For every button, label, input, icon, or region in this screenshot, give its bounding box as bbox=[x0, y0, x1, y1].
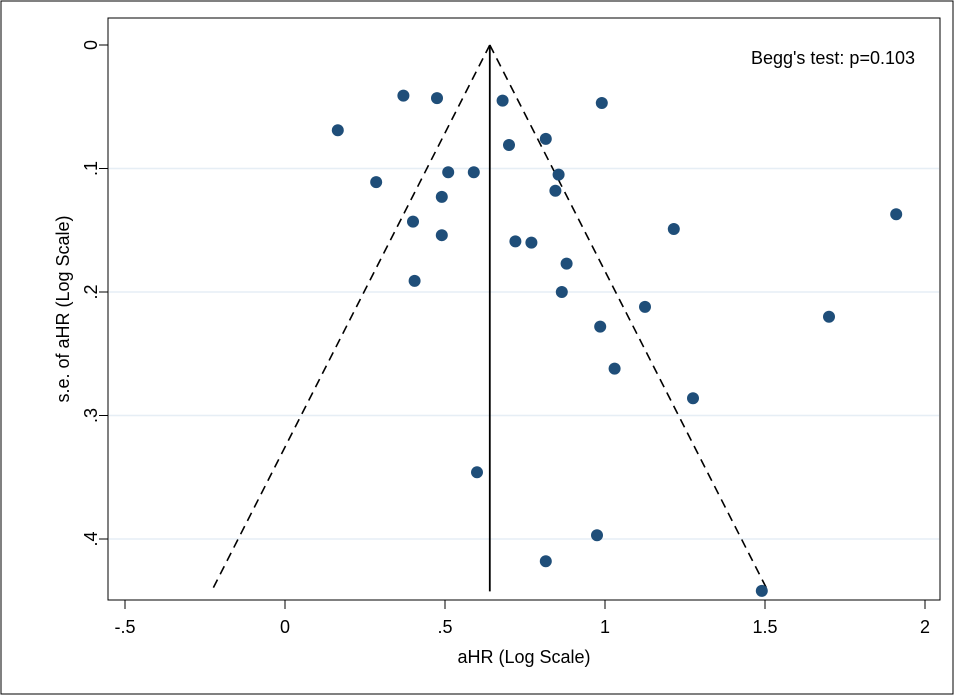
y-tick-label-0: 0 bbox=[81, 40, 101, 50]
funnel-left-limit bbox=[212, 44, 491, 589]
data-point-28 bbox=[591, 529, 603, 542]
funnel-lines bbox=[212, 44, 768, 592]
data-point-19 bbox=[560, 257, 573, 270]
x-tick-label-4: 1.5 bbox=[752, 617, 777, 637]
x-tick-label-1: 0 bbox=[280, 617, 290, 637]
y-tick-label-4: .4 bbox=[81, 531, 101, 546]
data-point-8 bbox=[442, 166, 455, 179]
begg-test-annotation: Begg's test: p=0.103 bbox=[751, 48, 915, 68]
gridlines bbox=[109, 167, 939, 540]
x-tick-label-2: .5 bbox=[437, 617, 452, 637]
data-point-20 bbox=[408, 274, 421, 287]
y-axis-label: s.e. of aHR (Log Scale) bbox=[53, 215, 73, 402]
y-tick-label-3: .3 bbox=[81, 408, 101, 423]
data-point-21 bbox=[555, 286, 568, 298]
data-point-14 bbox=[435, 229, 448, 242]
data-point-13 bbox=[407, 215, 419, 228]
x-tick-label-3: 1 bbox=[600, 617, 610, 637]
data-points bbox=[331, 89, 903, 597]
data-point-3 bbox=[496, 94, 509, 107]
data-point-23 bbox=[823, 310, 835, 323]
x-tick-label-5: 2 bbox=[920, 617, 930, 637]
x-tick-label-0: -.5 bbox=[114, 617, 135, 637]
data-point-2 bbox=[431, 92, 443, 105]
data-point-11 bbox=[435, 190, 448, 203]
funnel-right-limit bbox=[489, 44, 768, 589]
data-point-22 bbox=[639, 300, 651, 313]
data-point-25 bbox=[608, 362, 621, 375]
data-point-0 bbox=[331, 124, 344, 137]
axes: 0 .1 .2 .3 .4 -.5 0 .5 1 1.5 2 bbox=[81, 40, 930, 637]
data-point-9 bbox=[467, 166, 480, 179]
data-point-4 bbox=[595, 97, 608, 110]
plot-area bbox=[107, 17, 941, 601]
data-point-5 bbox=[539, 132, 552, 145]
y-tick-label-2: .2 bbox=[81, 284, 101, 299]
data-point-15 bbox=[509, 235, 522, 248]
data-point-30 bbox=[755, 584, 768, 597]
data-point-1 bbox=[397, 89, 410, 102]
data-point-7 bbox=[370, 176, 383, 189]
data-point-18 bbox=[890, 208, 903, 221]
data-point-6 bbox=[503, 139, 515, 152]
y-tick-label-1: .1 bbox=[81, 161, 101, 176]
data-point-12 bbox=[549, 184, 562, 197]
data-point-29 bbox=[539, 555, 552, 568]
data-point-16 bbox=[525, 236, 538, 249]
data-point-24 bbox=[594, 320, 607, 333]
data-point-26 bbox=[687, 392, 699, 405]
x-axis-label: aHR (Log Scale) bbox=[457, 647, 590, 667]
data-point-17 bbox=[667, 223, 680, 236]
data-point-27 bbox=[471, 466, 483, 479]
data-point-10 bbox=[552, 168, 565, 181]
